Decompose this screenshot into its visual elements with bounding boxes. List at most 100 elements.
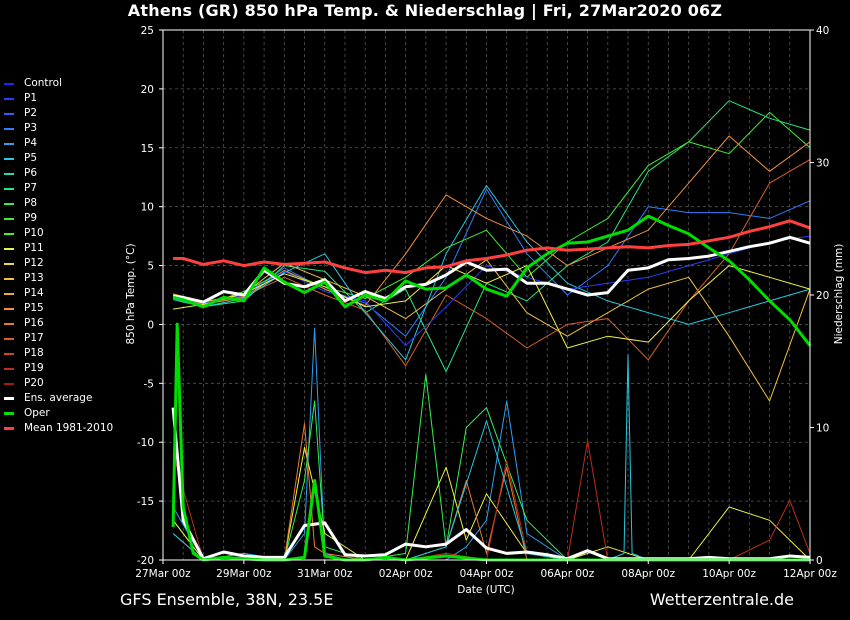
legend-item-p10: P10 [4,226,113,241]
y2-tick-label: 20 [816,290,829,302]
y-tick-label: 10 [141,202,154,214]
precip-line-p11 [172,446,811,561]
legend-swatch [4,127,14,130]
legend-label: P18 [24,347,44,359]
precip-line-ens-average [171,407,811,561]
legend-swatch [4,247,14,250]
y2-tick-label: 30 [816,158,829,170]
legend-swatch [4,307,14,310]
legend-swatch [4,367,14,370]
y2-axis-label: Niederschlag (mm) [833,244,845,345]
x-tick-label: 27Mar 00z [135,568,191,580]
legend-swatch [4,157,14,160]
legend-label: P7 [24,182,38,194]
legend-label: Mean 1981-2010 [24,422,114,434]
legend-item-p14: P14 [4,286,113,301]
legend-item-p2: P2 [4,106,113,121]
legend-item-p9: P9 [4,211,113,226]
temp-line-ens-average [172,235,811,304]
legend-label: P8 [24,197,38,209]
legend-swatch [4,82,14,85]
temp-line-p1 [172,235,811,347]
legend-label: P15 [24,302,44,314]
x-tick-label: 31Mar 00z [297,568,353,580]
legend-label: P4 [24,137,38,149]
grid-lines [163,30,810,560]
legend-swatch [4,187,14,190]
precip-line-p5 [172,354,810,561]
legend-swatch [4,142,14,145]
legend-label: P20 [24,377,44,389]
legend-item-p7: P7 [4,181,113,196]
y-tick-label: 20 [141,84,154,96]
legend-label: P6 [24,167,38,179]
legend-label: P11 [24,242,44,254]
x-axis-label: Date (UTC) [457,584,514,596]
x-tick-label: 06Apr 00z [541,568,595,580]
legend-item-mean-1981-2010: Mean 1981-2010 [4,421,113,436]
legend-swatch [4,172,14,175]
y-tick-label: -5 [144,378,154,390]
temp-line-p9 [172,111,811,307]
legend-item-p8: P8 [4,196,113,211]
legend-swatch [4,412,14,415]
x-tick-label: 08Apr 00z [621,568,675,580]
precip-line-p4 [172,327,810,561]
legend-swatch [4,397,14,400]
legend-swatch [4,277,14,280]
y-tick-label: -20 [137,555,154,567]
x-tick-label: 02Apr 00z [379,568,433,580]
legend-item-p11: P11 [4,241,113,256]
y2-tick-label: 40 [816,25,829,37]
legend-swatch [4,427,14,430]
legend-item-p15: P15 [4,301,113,316]
legend-item-p19: P19 [4,361,113,376]
legend-item-p20: P20 [4,376,113,391]
chart-title: Athens (GR) 850 hPa Temp. & Niederschlag… [127,1,723,20]
legend-swatch [4,352,14,355]
y2-tick-label: 0 [816,555,823,567]
legend-label: P19 [24,362,44,374]
legend-label: P1 [24,92,38,104]
legend-swatch [4,322,14,325]
site-credit: Wetterzentrale.de [649,590,794,609]
legend-label: P3 [24,122,38,134]
legend-swatch [4,382,14,385]
legend-label: P2 [24,107,38,119]
legend-swatch [4,202,14,205]
legend-item-p17: P17 [4,331,113,346]
legend: Control P1 P2 P3 P4 P5 P6 P7 P8 P9 P10 P11 P12 P13 P14… [4,76,113,436]
y-tick-label: 25 [141,25,154,37]
x-tick-label: 29Mar 00z [216,568,272,580]
legend-label: P13 [24,272,44,284]
legend-item-oper: Oper [4,406,113,421]
legend-swatch [4,217,14,220]
precip-line-oper [171,322,810,562]
x-tick-label: 04Apr 00z [460,568,514,580]
y-tick-label: 15 [141,143,154,155]
temp-line-p5 [172,185,811,361]
temp-line-p11 [173,265,811,349]
legend-label: P12 [24,257,44,269]
legend-swatch [4,112,14,115]
legend-label: P10 [24,227,44,239]
legend-label: P14 [24,287,44,299]
precipitation-lines [171,322,811,562]
temperature-lines [172,100,812,402]
x-tick-label: 10Apr 00z [702,568,756,580]
temp-line-p17 [172,159,811,367]
legend-item-p16: P16 [4,316,113,331]
axes: -20 -15 -10 -5 0 5 10 15 20 25 0 10 20 30 40 27Mar 00z 2… [135,25,837,580]
y-tick-label: -15 [137,496,154,508]
legend-label: Oper [24,407,50,419]
legend-label: P16 [24,317,44,329]
y-axis-label: 850 hPa Temp. (°C) [125,243,137,344]
legend-item-p1: P1 [4,91,113,106]
legend-label: P9 [24,212,38,224]
legend-label: Control [24,77,62,89]
y2-tick-label: 10 [816,423,829,435]
legend-item-control: Control [4,76,113,91]
temp-line-mean-1981-2010 [173,219,811,275]
legend-label: Ens. average [24,392,93,404]
